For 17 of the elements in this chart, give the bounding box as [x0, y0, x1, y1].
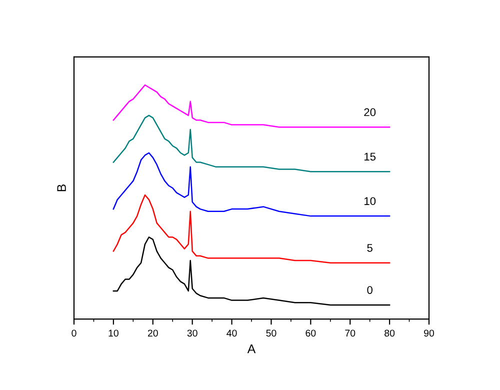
- x-tick-label: 0: [72, 330, 76, 337]
- x-tick-label: 60: [306, 330, 316, 337]
- x-tick-label: 50: [266, 330, 276, 337]
- x-tick-label: 70: [345, 330, 356, 337]
- series-label: 5: [367, 244, 372, 252]
- series-label: 15: [364, 152, 376, 161]
- y-axis-title: B: [57, 184, 66, 192]
- x-tick-label: 80: [384, 330, 395, 337]
- x-tick-label: 40: [226, 330, 237, 337]
- series-label: 20: [364, 108, 376, 116]
- x-tick-label: 30: [187, 330, 198, 337]
- x-axis-title: A: [247, 344, 256, 354]
- series-label: 0: [367, 286, 372, 294]
- series-label: 10: [364, 197, 376, 206]
- x-tick-label: 90: [424, 330, 434, 337]
- x-tick-label: 20: [148, 330, 158, 337]
- x-tick-label: 10: [108, 330, 118, 337]
